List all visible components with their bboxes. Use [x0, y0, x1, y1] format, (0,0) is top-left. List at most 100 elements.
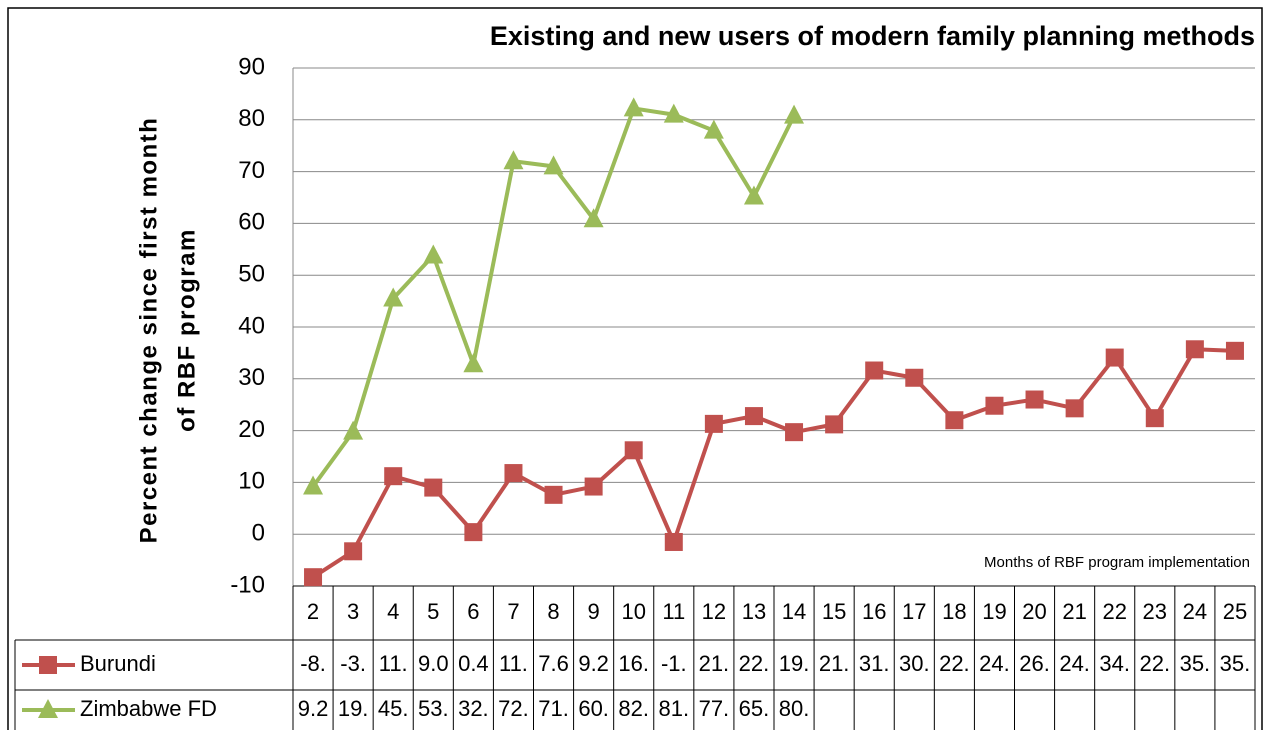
chart-border: [7, 7, 1263, 730]
table-value: 9.2: [298, 696, 329, 721]
data-point: [544, 485, 563, 504]
data-point: [704, 414, 723, 433]
legend-marker: [39, 656, 57, 674]
y-tick-label: 40: [238, 312, 265, 339]
table-value: 22.: [739, 651, 770, 676]
table-value: 24.: [1059, 651, 1090, 676]
table-value: 26.: [1019, 651, 1050, 676]
table-value: 9.2: [578, 651, 609, 676]
table-value: 31.: [859, 651, 890, 676]
x-tick-label: 15: [822, 599, 846, 624]
y-axis-label: Percent change since first month: [135, 117, 162, 544]
table-value: 24.: [979, 651, 1010, 676]
table-value: 30.: [899, 651, 930, 676]
table-value: 22.: [1139, 651, 1170, 676]
x-tick-label: 22: [1102, 599, 1126, 624]
data-point: [1145, 409, 1164, 428]
series-line: [311, 347, 1236, 579]
x-tick-label: 21: [1062, 599, 1086, 624]
x-tick-label: 23: [1143, 599, 1167, 624]
x-tick-label: 19: [982, 599, 1006, 624]
x-tick-label: 8: [547, 599, 559, 624]
table-value: 35.: [1220, 651, 1251, 676]
data-point: [1225, 341, 1244, 360]
table-value: 60.: [578, 696, 609, 721]
data-point: [423, 244, 444, 264]
data-point: [744, 407, 763, 426]
data-point: [463, 353, 484, 373]
table-value: 11.: [499, 651, 528, 676]
table-value: 81.: [658, 696, 689, 721]
table-value: -1.: [661, 651, 687, 676]
x-tick-label: 4: [387, 599, 399, 624]
data-point: [383, 287, 404, 307]
table-value: 72.: [498, 696, 529, 721]
data-point: [905, 368, 924, 387]
x-tick-label: 18: [942, 599, 966, 624]
y-tick-label: 50: [238, 261, 265, 288]
y-tick-label: 30: [238, 364, 265, 391]
y-tick-label: 0: [252, 520, 265, 547]
data-point: [664, 532, 683, 551]
table-value: 19.: [338, 696, 369, 721]
data-point: [464, 523, 483, 542]
data-point: [1105, 348, 1124, 367]
x-tick-label: 9: [588, 599, 600, 624]
x-tick-label: 2: [307, 599, 319, 624]
data-point: [1065, 399, 1084, 418]
x-tick-label: 11: [662, 599, 685, 624]
data-point: [945, 411, 964, 430]
data-point: [584, 477, 603, 496]
table-value: 0.4: [458, 651, 489, 676]
y-axis-label: of RBF program: [173, 228, 200, 432]
x-tick-label: 13: [742, 599, 766, 624]
data-point: [1185, 340, 1204, 359]
table-value: 11.: [379, 651, 408, 676]
data-point: [703, 119, 724, 139]
data-point: [1025, 390, 1044, 409]
legend-label: Zimbabwe FD: [80, 696, 217, 721]
x-tick-label: 17: [902, 599, 926, 624]
legend-label: Burundi: [80, 651, 156, 676]
table-value: 71.: [538, 696, 569, 721]
table-value: 65.: [739, 696, 770, 721]
y-tick-label: -10: [230, 571, 265, 598]
table-value: 32.: [458, 696, 489, 721]
data-point: [344, 542, 363, 561]
chart-title: Existing and new users of modern family …: [490, 21, 1255, 51]
data-point: [825, 415, 844, 434]
data-point: [304, 568, 323, 587]
data-point: [743, 185, 764, 205]
x-axis-label: Months of RBF program implementation: [984, 554, 1250, 571]
data-point: [663, 103, 684, 123]
data-point: [785, 423, 804, 442]
table-value: 53.: [418, 696, 449, 721]
x-tick-label: 7: [507, 599, 519, 624]
table-value: 80.: [779, 696, 810, 721]
x-tick-label: 24: [1183, 599, 1207, 624]
table-value: 7.6: [538, 651, 569, 676]
data-point: [424, 478, 443, 497]
table-value: 82.: [618, 696, 649, 721]
table-value: 45.: [378, 696, 409, 721]
table-value: 9.0: [418, 651, 449, 676]
table-value: -3.: [340, 651, 366, 676]
table-value: 35.: [1180, 651, 1211, 676]
data-point: [583, 208, 604, 228]
y-tick-label: 60: [238, 209, 265, 236]
data-point: [985, 396, 1004, 415]
data-point: [303, 475, 324, 495]
x-tick-label: 3: [347, 599, 359, 624]
table-value: 77.: [699, 696, 730, 721]
data-point: [623, 97, 644, 117]
x-tick-label: 6: [467, 599, 479, 624]
y-tick-label: 10: [238, 468, 265, 495]
table-value: 21.: [819, 651, 850, 676]
x-tick-label: 12: [702, 599, 726, 624]
table-value: 16.: [618, 651, 649, 676]
data-point: [503, 150, 524, 170]
x-tick-label: 14: [782, 599, 806, 624]
data-point: [384, 467, 403, 486]
x-tick-label: 16: [862, 599, 886, 624]
